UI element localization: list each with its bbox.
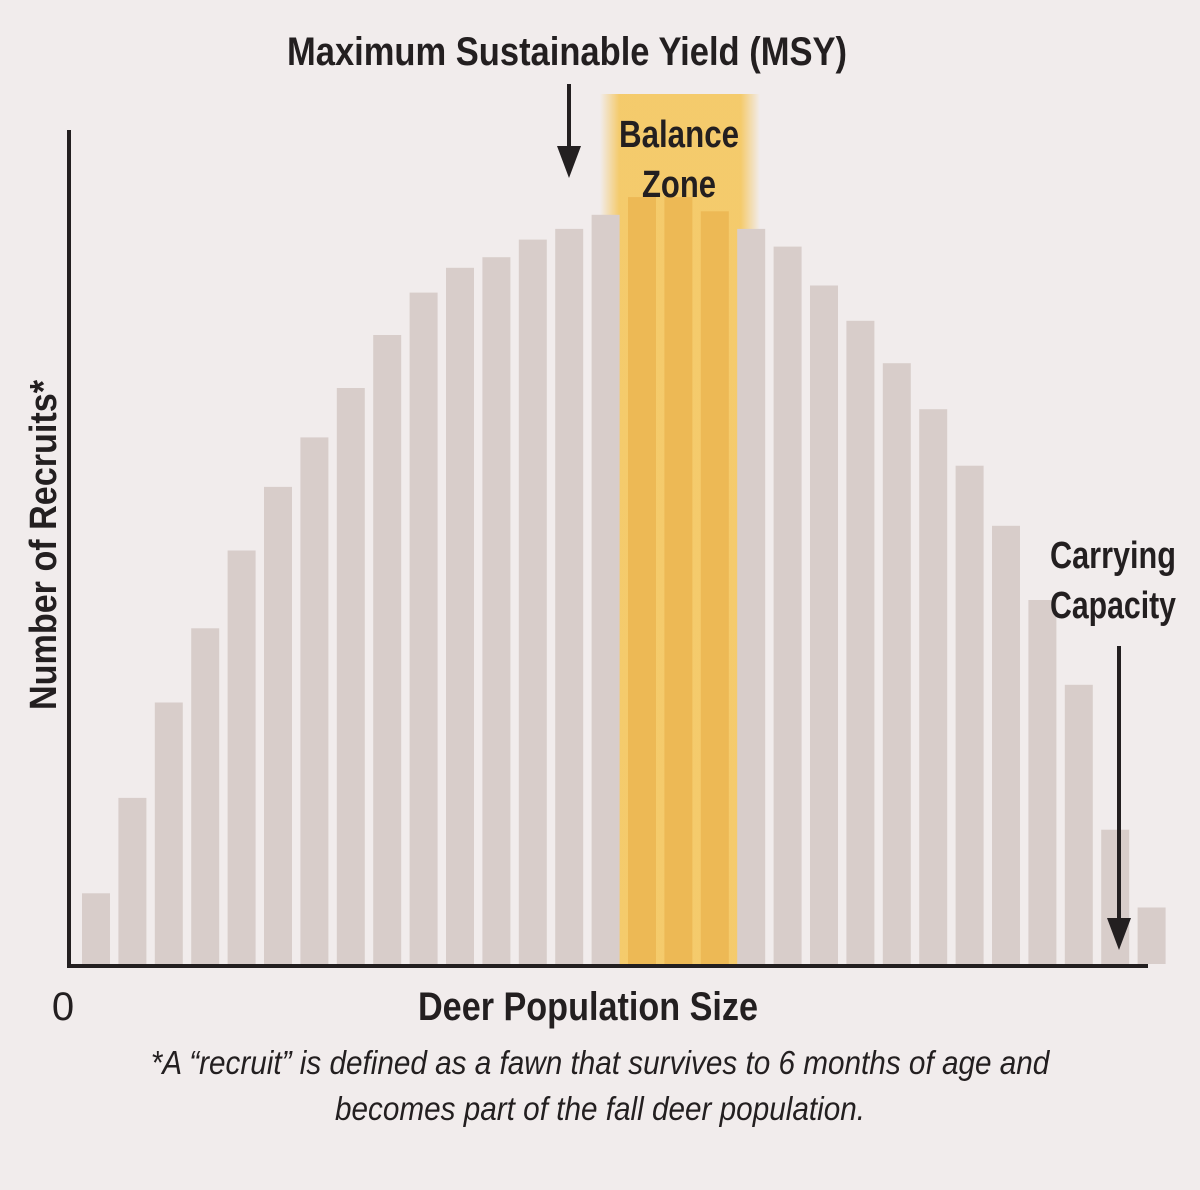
bar [1064,684,1093,964]
bar [154,702,183,964]
bar [118,797,147,964]
bars-group [82,197,1166,965]
bar [191,628,220,964]
balance-zone-bar [628,197,656,965]
bar [227,550,256,964]
footnote-line-1: *A “recruit” is defined as a fawn that s… [150,1044,1050,1081]
bar [992,525,1020,964]
bar [446,267,474,964]
balance-zone-label-line2: Zone [642,164,716,206]
bar [1101,829,1130,964]
bar [373,335,402,964]
x-axis-label: Deer Population Size [418,985,758,1029]
bar [409,292,438,965]
footnote: *A “recruit” is defined as a fawn that s… [60,1040,1140,1132]
bar [846,320,875,964]
bar [336,388,365,964]
chart-title: Maximum Sustainable Yield (MSY) [287,30,847,74]
msy-arrow-icon [557,84,581,178]
bar [555,228,584,964]
bar [82,893,110,964]
carrying-capacity-arrow-icon [1107,646,1131,950]
bar [518,239,547,965]
bar [737,228,766,964]
footnote-line-2: becomes part of the fall deer population… [334,1090,865,1127]
recruitment-chart: Maximum Sustainable Yield (MSY) Balance … [23,30,1176,1029]
bar [810,285,838,964]
bar [882,363,911,964]
bar [773,246,802,965]
balance-zone-bar [700,211,729,965]
bar [300,437,329,964]
balance-zone-label-line1: Balance [619,114,739,156]
carrying-capacity-label-line2: Capacity [1050,585,1176,627]
bar [1137,907,1166,964]
y-axis-label: Number of Recruits* [23,380,65,710]
bar [919,409,948,964]
balance-zone-bar [664,197,693,965]
bar [1028,600,1057,964]
carrying-capacity-label-line1: Carrying [1050,535,1176,577]
x-origin-label: 0 [52,985,74,1029]
bar [591,214,620,965]
bar [264,486,292,964]
bar [482,257,511,964]
bar [955,465,984,964]
